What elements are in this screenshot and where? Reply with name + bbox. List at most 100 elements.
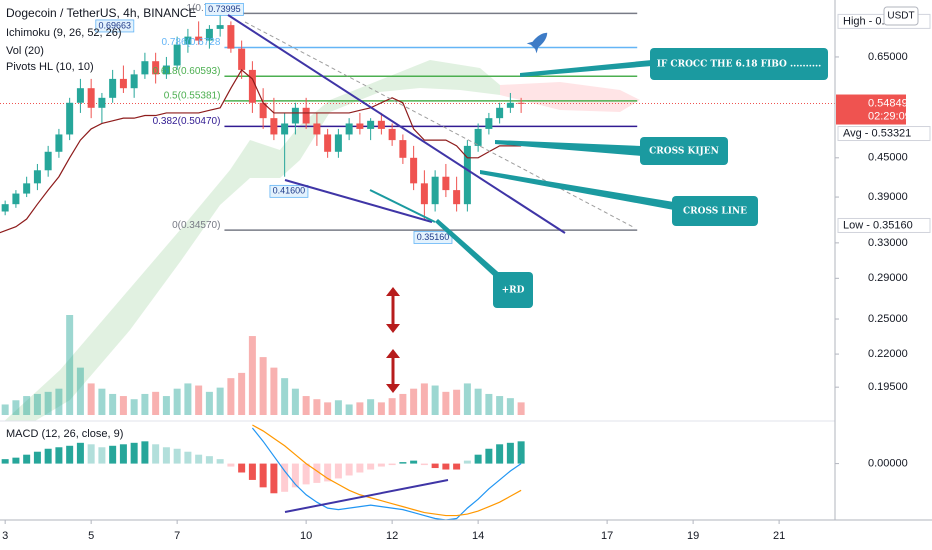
macd-histogram-bar	[496, 444, 504, 464]
volume-bar	[173, 388, 181, 415]
fib-label: 0.382(0.50470)	[153, 116, 221, 127]
volume-bar	[98, 388, 106, 415]
stat-label: Low - 0.35160	[843, 219, 913, 231]
macd-histogram-bar	[248, 463, 256, 480]
candle-body	[281, 123, 289, 135]
macd-histogram-bar	[399, 462, 407, 464]
annotation: IF CROCC THE 6.18 FIBO ..........	[657, 60, 822, 70]
x-tick-label: 17	[601, 530, 613, 542]
macd-histogram-bar	[119, 444, 127, 464]
stat-label: Avg - 0.53321	[843, 127, 911, 139]
macd-histogram-bar	[87, 444, 95, 464]
macd-histogram-bar	[238, 463, 246, 473]
drawings	[227, 14, 828, 513]
macd-histogram-bar	[474, 454, 482, 464]
macd-histogram-bar	[313, 463, 321, 483]
macd-histogram-bar	[420, 463, 428, 466]
macd-histogram-bar	[109, 445, 117, 464]
volume-bar	[506, 398, 514, 415]
volume-bar	[313, 399, 321, 415]
candle-body	[205, 28, 213, 41]
macd-histogram-bar	[173, 448, 181, 464]
y-tick-label: 0.39000	[868, 191, 908, 203]
x-tick-label: 10	[300, 530, 312, 542]
volume-bar	[324, 402, 332, 415]
volume-bar	[130, 399, 138, 415]
volume-bar	[162, 396, 170, 415]
macd-histogram-bar	[55, 447, 63, 464]
volume-bar	[152, 391, 160, 415]
stat-box	[837, 217, 931, 233]
pivot-label: 0.41600	[273, 186, 306, 196]
candle-body	[356, 123, 364, 129]
macd-histogram-bar	[431, 463, 439, 469]
volume-bar	[227, 378, 235, 415]
macd-histogram-bar	[227, 463, 235, 467]
candle-body	[420, 183, 428, 205]
pivot-label: 0.35160	[417, 232, 450, 242]
pivot-box	[95, 19, 135, 33]
volume-bar	[184, 383, 192, 415]
kijun-line	[0, 68, 522, 234]
candle-body	[453, 190, 461, 205]
x-tick-label: 21	[773, 530, 785, 542]
macd-histogram-bar	[463, 460, 471, 464]
candle-body	[259, 102, 267, 119]
macd-histogram-bar	[12, 457, 20, 464]
countdown-label: 02:29:09	[868, 110, 911, 122]
candle-body	[377, 120, 385, 129]
x-tick-label: 12	[386, 530, 398, 542]
macd-histogram-bar	[1, 459, 9, 464]
candle-body	[270, 118, 278, 135]
pivot-box	[269, 184, 309, 198]
candle-body	[141, 61, 149, 75]
pivot-label: 0.73995	[208, 4, 241, 14]
candle-body	[248, 69, 256, 103]
volume-bar	[259, 357, 267, 415]
candle-body	[324, 134, 332, 152]
candle-body	[152, 61, 160, 75]
volume-bar	[377, 402, 385, 415]
macd-title: MACD (12, 26, close, 9)	[6, 428, 123, 440]
candle-body	[216, 25, 224, 29]
y-tick-label: 0.33000	[868, 237, 908, 249]
macd-histogram-bar	[281, 463, 289, 492]
volume-bar	[23, 396, 31, 415]
annotation: CROSS LINE	[683, 207, 747, 217]
macd-histogram-bar	[141, 441, 149, 464]
volume-bar	[87, 383, 95, 415]
volume-bar	[76, 367, 84, 415]
price-pane	[0, 12, 835, 415]
y-tick-label: 0.45000	[868, 152, 908, 164]
x-tick-label: 7	[174, 530, 180, 542]
volume-bar	[367, 399, 375, 415]
volume-bar	[474, 388, 482, 415]
indicator-label: Vol (20)	[6, 45, 44, 57]
volume-bar	[517, 402, 525, 415]
macd-histogram-bar	[152, 444, 160, 464]
signal-line	[252, 424, 522, 517]
volume-bar	[248, 336, 256, 415]
macd-histogram-bar	[205, 456, 213, 464]
currency-button[interactable]	[883, 6, 919, 26]
macd-histogram-bar	[195, 454, 203, 464]
candle-body	[173, 44, 181, 66]
macd-histogram-bar	[485, 448, 493, 464]
volume-bar	[205, 391, 213, 415]
candle-body	[76, 88, 84, 103]
volume-bar	[388, 398, 396, 415]
candle-body	[496, 107, 504, 119]
y-tick-label: 0.65000	[868, 51, 908, 63]
volume-bar	[345, 404, 353, 415]
volume-bar	[302, 396, 310, 415]
volume-bar	[66, 315, 74, 415]
last-price-box	[836, 94, 906, 125]
candle-body	[399, 140, 407, 158]
candle-body	[442, 176, 450, 191]
volume-bar	[431, 385, 439, 415]
candle-body	[130, 74, 138, 89]
candle-body	[238, 48, 246, 70]
x-tick-label: 5	[88, 530, 94, 542]
fib-label: 0.618(0.60593)	[153, 66, 221, 77]
macd-histogram-bar	[98, 447, 106, 464]
